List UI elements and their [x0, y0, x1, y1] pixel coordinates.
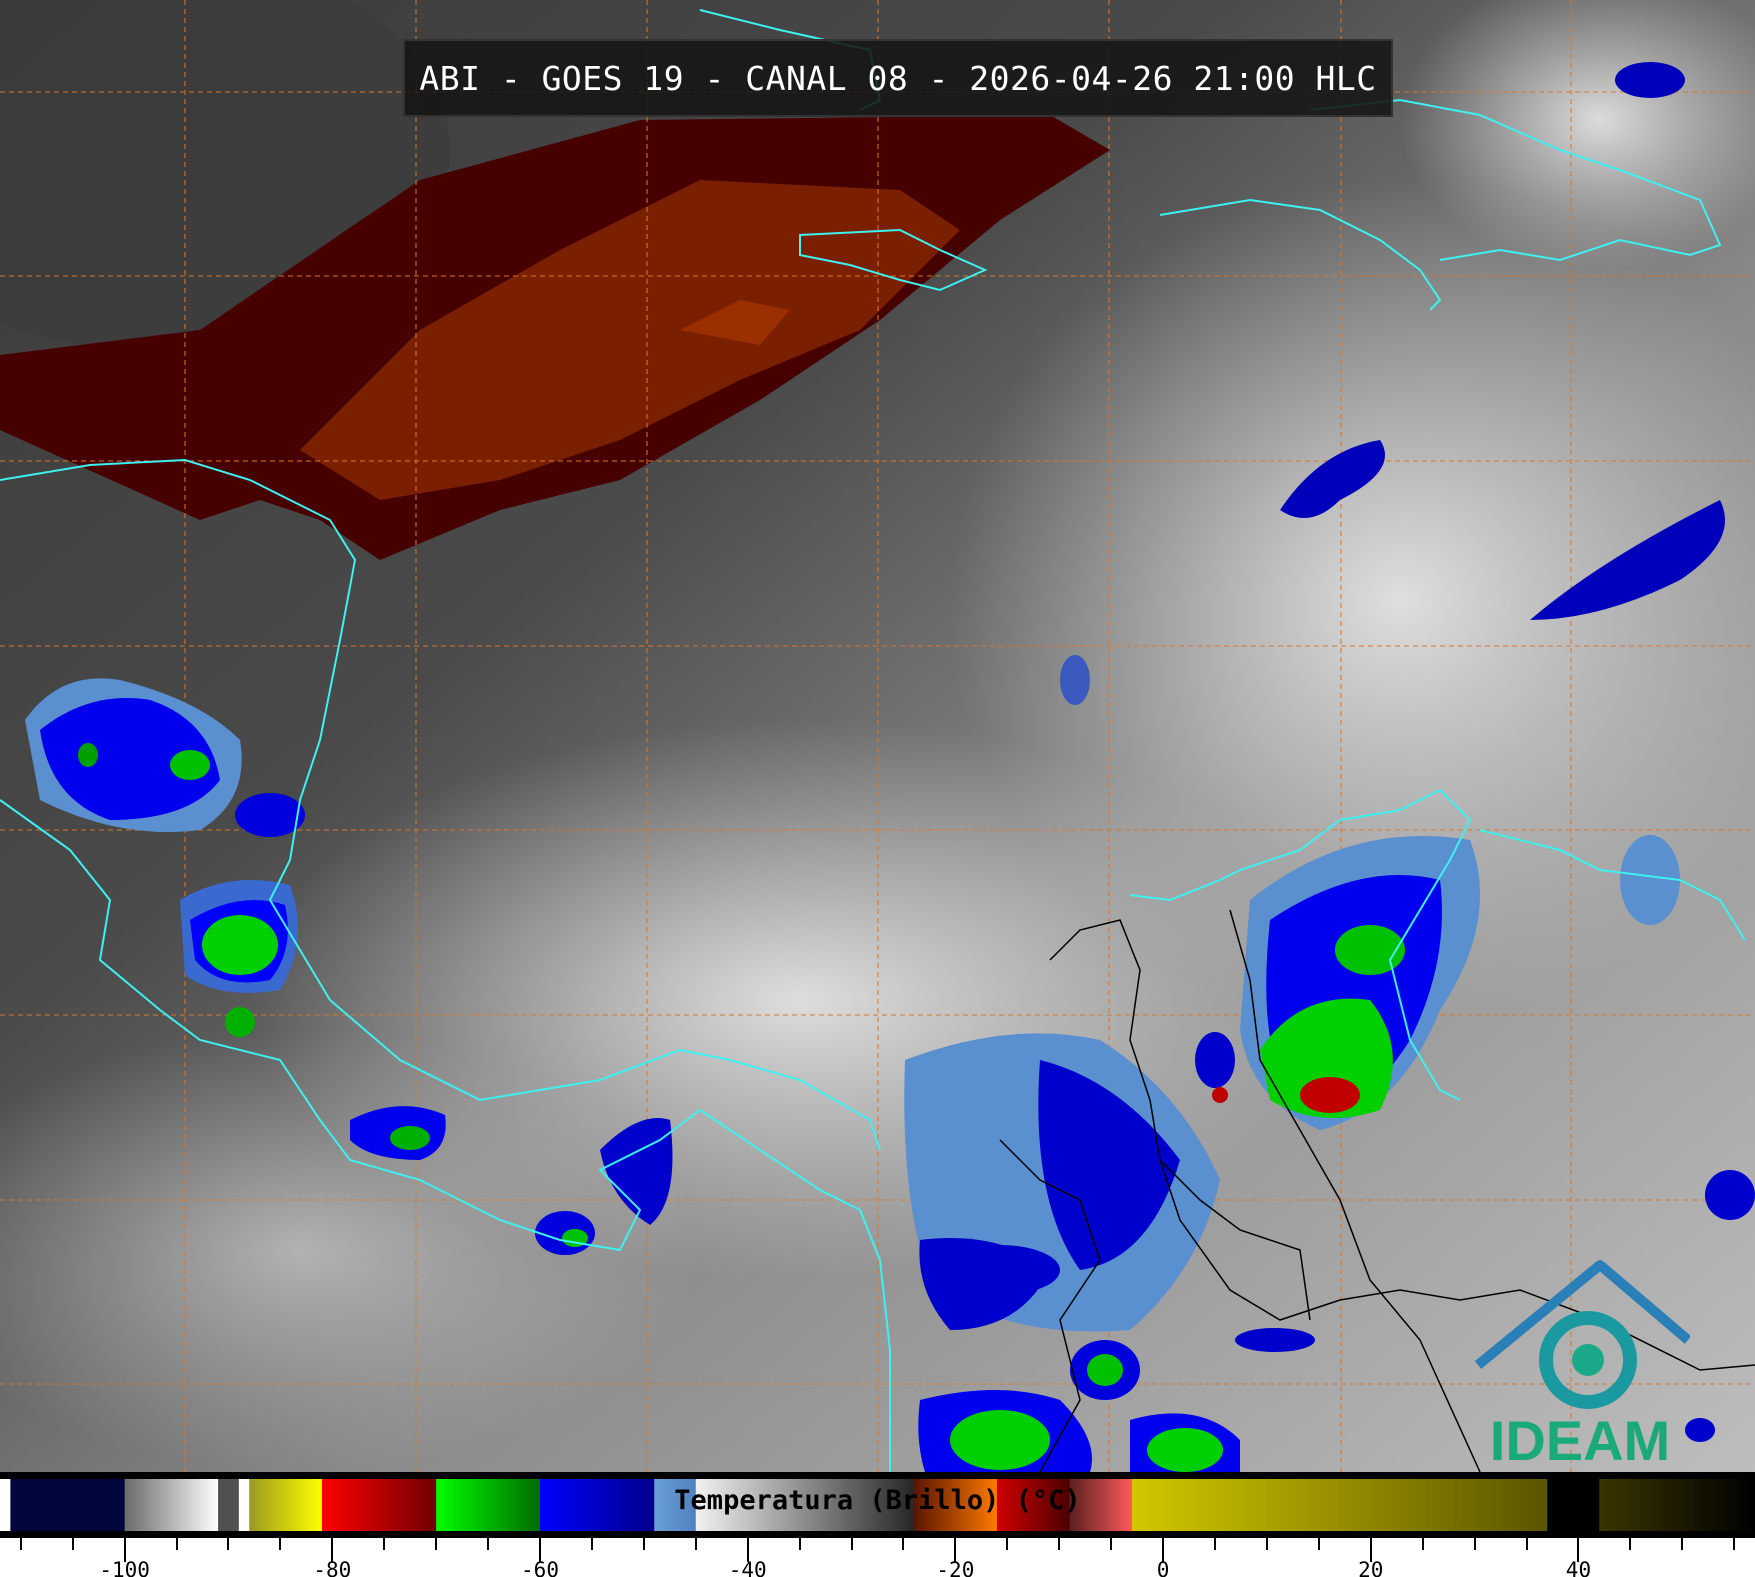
- colorbar-segment: [321, 1479, 437, 1531]
- colorbar-segment: [1547, 1479, 1600, 1531]
- tick-label: -60: [521, 1558, 559, 1577]
- coastlines: [0, 9, 1746, 1472]
- tick-label: -20: [936, 1558, 975, 1577]
- tick-label: 40: [1565, 1558, 1592, 1577]
- major-tick: [539, 1538, 541, 1562]
- colorbar-axis: -100 -80 -60 -40 -20 0 20 40: [0, 1538, 1755, 1577]
- minor-tick: [383, 1538, 386, 1550]
- minor-tick: [1110, 1538, 1113, 1550]
- minor-tick: [1525, 1538, 1528, 1550]
- minor-tick: [590, 1538, 593, 1550]
- colorbar-segment: [654, 1479, 697, 1531]
- image-title: ABI - GOES 19 - CANAL 08 - 2026-04-26 21…: [419, 58, 1377, 98]
- colorbar-label: Temperatura (Brillo) (°C): [674, 1485, 1081, 1516]
- minor-tick: [1317, 1538, 1320, 1550]
- colorbar-segment: [436, 1479, 541, 1531]
- major-tick: [1162, 1538, 1165, 1562]
- logo-swirl-center: [1572, 1344, 1604, 1376]
- colorbar-segment: [1069, 1479, 1133, 1531]
- minor-tick: [850, 1538, 853, 1550]
- colorbar-segment: [218, 1479, 240, 1531]
- tick-label: -80: [313, 1558, 352, 1577]
- minor-tick: [1006, 1538, 1009, 1550]
- minor-tick: [642, 1538, 645, 1550]
- logo-mountain-icon: [1474, 1260, 1690, 1369]
- colorbar-segment: [124, 1479, 219, 1531]
- colorbar-segment: [0, 1479, 11, 1531]
- colorbar-segment: [913, 1479, 998, 1531]
- tick-label: 20: [1358, 1558, 1384, 1577]
- minor-tick: [227, 1538, 230, 1550]
- colorbar-segment: [10, 1479, 126, 1531]
- image-title-banner: ABI - GOES 19 - CANAL 08 - 2026-04-26 21…: [403, 39, 1393, 117]
- temperature-colorbar: [0, 1479, 1755, 1531]
- major-tick: [331, 1538, 334, 1562]
- convective-clouds: [25, 62, 1755, 1472]
- major-tick: [1369, 1538, 1372, 1562]
- minor-tick: [902, 1538, 905, 1550]
- colorbar-segment: [540, 1479, 655, 1531]
- minor-tick: [175, 1538, 178, 1550]
- minor-tick: [71, 1538, 74, 1550]
- warm-dry-swath-peak: [680, 300, 790, 345]
- minor-tick: [1681, 1538, 1684, 1550]
- tick-label: -100: [99, 1558, 150, 1577]
- minor-tick: [279, 1538, 282, 1550]
- colorbar-segment: [249, 1479, 323, 1531]
- logo-swirl-icon: [1539, 1311, 1637, 1409]
- major-tick: [123, 1538, 126, 1562]
- minor-tick: [1473, 1538, 1476, 1550]
- minor-tick: [694, 1538, 697, 1550]
- colorbar-segment: [238, 1479, 250, 1531]
- colorbar-segment: [1599, 1479, 1755, 1531]
- colorbar-segment: [996, 1479, 1071, 1531]
- lat-lon-grid: [0, 0, 1755, 1472]
- satellite-map: [0, 0, 1755, 1472]
- logo-text: IDEAM: [1490, 1409, 1670, 1472]
- warm-dry-swath-core: [300, 180, 960, 500]
- minor-tick: [435, 1538, 438, 1550]
- colorbar-segment: [695, 1479, 915, 1531]
- cloud-field: [0, 1030, 700, 1470]
- tick-label: 0: [1156, 1558, 1170, 1577]
- minor-tick: [798, 1538, 801, 1550]
- minor-tick: [1265, 1538, 1268, 1550]
- minor-tick: [1421, 1538, 1424, 1550]
- major-tick: [954, 1538, 957, 1562]
- major-tick: [1577, 1538, 1580, 1562]
- minor-tick: [1733, 1538, 1736, 1550]
- minor-tick: [1058, 1538, 1061, 1550]
- tick-label: -40: [728, 1558, 767, 1577]
- major-tick: [746, 1538, 749, 1562]
- minor-tick: [1629, 1538, 1632, 1550]
- minor-tick: [1214, 1538, 1216, 1550]
- colorbar-segment: [1131, 1479, 1548, 1531]
- political-borders: [999, 909, 1755, 1472]
- ideam-logo: IDEAM: [1474, 1260, 1690, 1472]
- minor-tick: [19, 1538, 22, 1550]
- minor-tick: [487, 1538, 490, 1550]
